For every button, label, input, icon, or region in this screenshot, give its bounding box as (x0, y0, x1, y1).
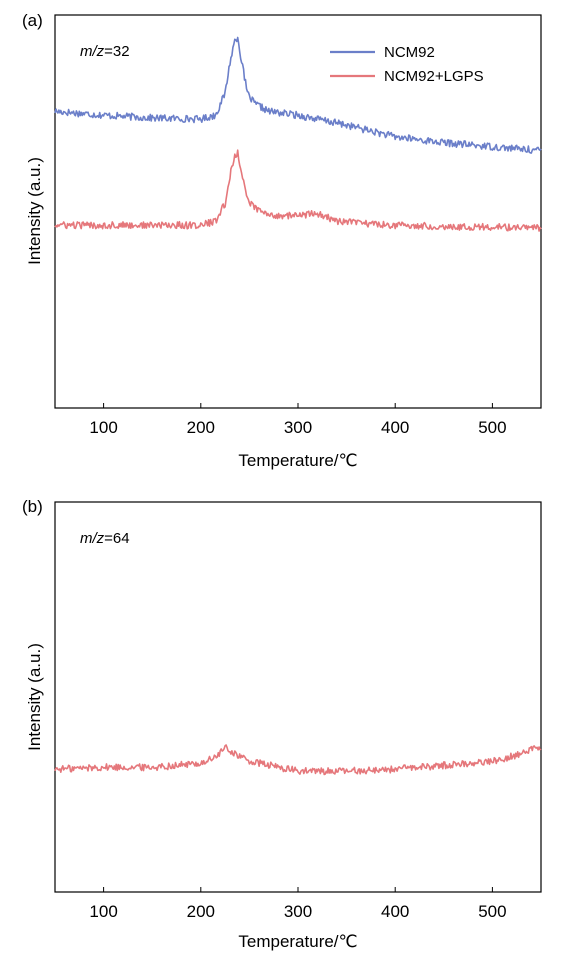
x-tick-label-400: 400 (381, 418, 409, 437)
x-tick-label-200: 200 (187, 418, 215, 437)
x-tick-label-400: 400 (381, 902, 409, 921)
x-tick-label-300: 300 (284, 902, 312, 921)
panel-a-x-ticks: 100 200 300 400 500 (89, 403, 507, 437)
panel-b-mz-annotation: m/z=64 (80, 530, 130, 547)
series-line-a-1 (54, 149, 542, 232)
x-tick-label-500: 500 (478, 902, 506, 921)
panel-b-mz-value: =64 (104, 530, 129, 547)
panel-b: (b) m/z=64 100 200 300 400 500 Temperature/℃… (22, 497, 542, 951)
x-tick-label-300: 300 (284, 418, 312, 437)
x-tick-label-200: 200 (187, 902, 215, 921)
panel-b-plot-frame (54, 501, 542, 893)
panel-a-series (54, 36, 542, 232)
legend-label-ncm92-lgps: NCM92+LGPS (384, 68, 484, 85)
x-tick-label-100: 100 (89, 418, 117, 437)
panel-b-mz-italic: m/z (80, 530, 105, 547)
x-tick-label-100: 100 (89, 902, 117, 921)
x-tick-label-500: 500 (478, 418, 506, 437)
panel-a-y-axis-title: Intensity (a.u.) (25, 157, 44, 265)
panel-b-y-axis-title: Intensity (a.u.) (25, 643, 44, 751)
panel-a-label: (a) (22, 11, 43, 30)
legend-label-ncm92: NCM92 (384, 44, 435, 61)
panel-a-legend: NCM92 NCM92+LGPS (330, 44, 484, 85)
panel-a-mz-annotation: m/z=32 (80, 43, 130, 60)
panel-b-label: (b) (22, 497, 43, 516)
series-line-a-0 (54, 36, 542, 154)
panel-a-mz-value: =32 (104, 43, 129, 60)
panel-b-x-ticks: 100 200 300 400 500 (89, 887, 507, 921)
panel-a-mz-italic: m/z (80, 43, 105, 60)
panel-b-series (54, 744, 542, 776)
series-line-b-0 (54, 744, 542, 776)
panel-b-x-axis-title: Temperature/℃ (238, 932, 357, 951)
panel-a: (a) m/z=32 NCM92 NCM92+LGPS 100 200 300 400… (22, 11, 542, 470)
panel-a-x-axis-title: Temperature/℃ (238, 451, 357, 470)
